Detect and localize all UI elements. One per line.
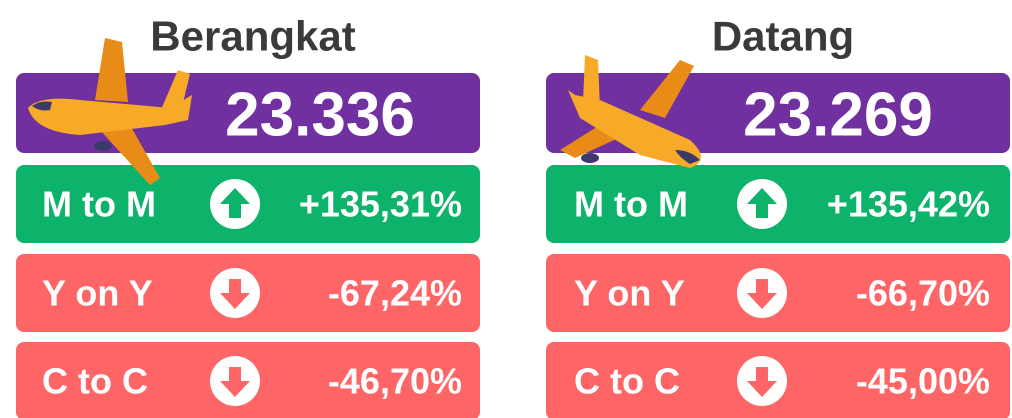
arrow-icon (220, 279, 250, 309)
arrow-icon (747, 279, 777, 309)
airplane-icon (560, 55, 701, 168)
airplane-icon (28, 38, 192, 185)
stat-label: C to C (42, 361, 148, 402)
arrow-icon (220, 188, 250, 218)
plane-tail (160, 70, 190, 115)
plane-wing (100, 125, 160, 185)
stat-value: +135,31% (299, 184, 462, 225)
stat-label: C to C (574, 361, 680, 402)
total-value: 23.336 (225, 81, 415, 150)
plane-cockpit (675, 150, 700, 164)
stat-row: C to C -46,70% (16, 342, 480, 418)
stat-label: M to M (42, 184, 156, 225)
stat-value: +135,42% (827, 184, 990, 225)
stat-label: Y on Y (574, 273, 685, 314)
stat-value: -67,24% (328, 273, 462, 314)
stat-row: Y on Y -67,24% (16, 254, 480, 332)
arrow-icon (747, 367, 777, 397)
plane-wing (640, 60, 694, 118)
arrow-icon (747, 188, 777, 218)
stat-row: M to M +135,42% (546, 165, 1010, 243)
panel: Datang 23.269 M to M +135,42% Y on Y -66,70% C… (546, 13, 1010, 418)
stat-label: M to M (574, 184, 688, 225)
stat-value: -46,70% (328, 361, 462, 402)
arrow-icon (220, 367, 250, 397)
stat-row: C to C -45,00% (546, 342, 1010, 418)
panel-title: Berangkat (150, 13, 355, 60)
stat-row: Y on Y -66,70% (546, 254, 1010, 332)
plane-engine (581, 153, 599, 163)
stat-value: -45,00% (856, 361, 990, 402)
stat-label: Y on Y (42, 273, 153, 314)
panel-title: Datang (712, 13, 854, 60)
plane-fuselage (28, 95, 192, 135)
stat-value: -66,70% (856, 273, 990, 314)
plane-cockpit (32, 101, 52, 111)
plane-fuselage (568, 90, 701, 168)
plane-tail (583, 55, 600, 108)
plane-wing (95, 38, 128, 102)
plane-engine (94, 141, 112, 151)
panel: Berangkat 23.336 M to M +135,31% Y on Y -67,2… (16, 13, 480, 418)
stat-row: M to M +135,31% (16, 165, 480, 243)
total-value: 23.269 (743, 81, 933, 150)
